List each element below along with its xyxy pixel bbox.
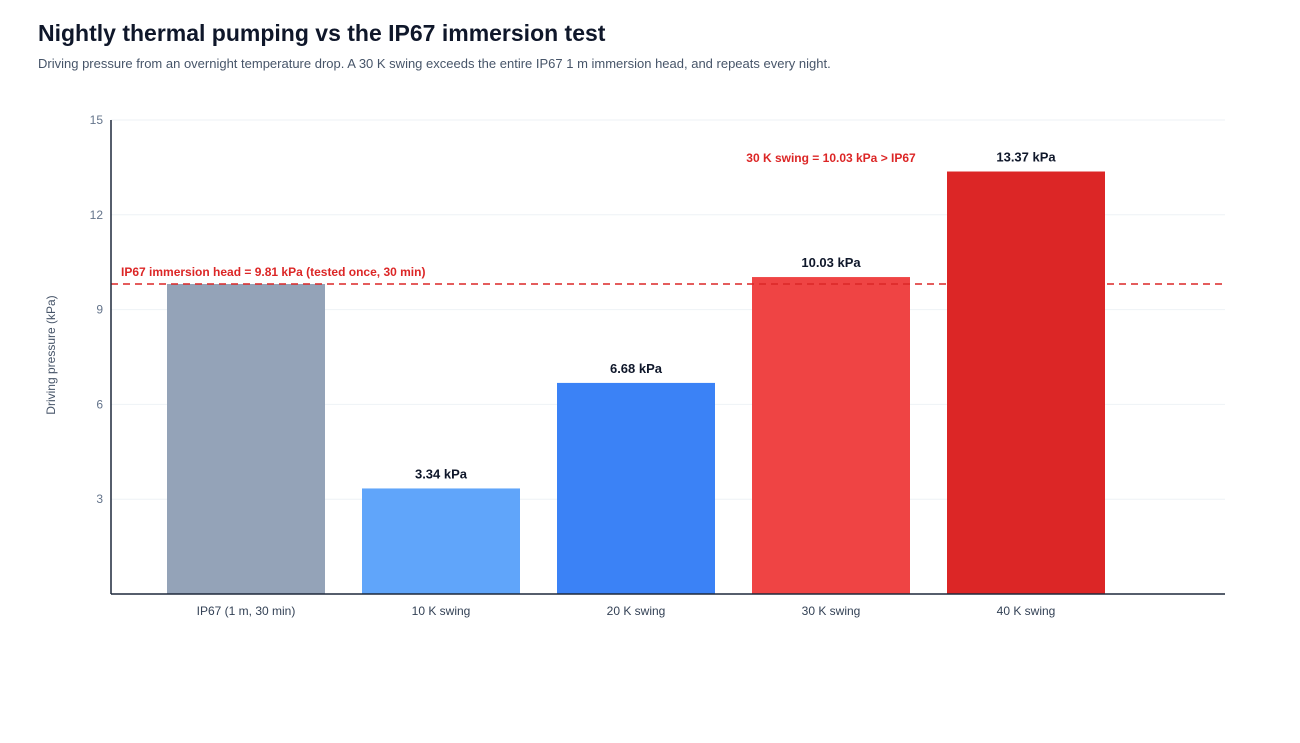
annotation: 30 K swing = 10.03 kPa > IP67 xyxy=(746,151,916,165)
x-tick-label: 10 K swing xyxy=(412,604,471,618)
bar-value-label: 6.68 kPa xyxy=(610,361,663,376)
reference-line-label: IP67 immersion head = 9.81 kPa (tested o… xyxy=(121,265,425,279)
y-tick-label: 12 xyxy=(90,208,104,222)
bar xyxy=(167,284,325,594)
y-tick-label: 9 xyxy=(96,303,103,317)
labels: 3.34 kPa 6.68 kPa 10.03 kPa 13.37 kPa 30 K s… xyxy=(415,150,1056,482)
bar xyxy=(752,277,910,594)
x-tick-label: 20 K swing xyxy=(607,604,666,618)
x-tick-label: IP67 (1 m, 30 min) xyxy=(197,604,296,618)
y-tick-label: 3 xyxy=(96,492,103,506)
x-tick-label: 30 K swing xyxy=(802,604,861,618)
x-tick-label: 40 K swing xyxy=(997,604,1056,618)
bars xyxy=(167,171,1105,594)
bar-value-label: 10.03 kPa xyxy=(801,255,861,270)
y-tick-label: 15 xyxy=(90,113,104,127)
bar xyxy=(362,488,520,594)
y-tick-label: 6 xyxy=(96,397,103,411)
chart-subtitle: Driving pressure from an overnight tempe… xyxy=(38,56,831,71)
bar xyxy=(947,171,1105,594)
bar xyxy=(557,382,715,594)
chart-title: Nightly thermal pumping vs the IP67 imme… xyxy=(38,20,606,46)
bar-value-label: 3.34 kPa xyxy=(415,466,468,481)
y-axis-label: Driving pressure (kPa) xyxy=(44,295,58,414)
axes: 3 6 9 12 15 IP67 (1 m, 30 min) 10 K swing 20 K … xyxy=(90,113,1225,618)
reference-line-group: IP67 immersion head = 9.81 kPa (tested o… xyxy=(111,265,1225,285)
bar-value-label: 13.37 kPa xyxy=(996,150,1056,165)
